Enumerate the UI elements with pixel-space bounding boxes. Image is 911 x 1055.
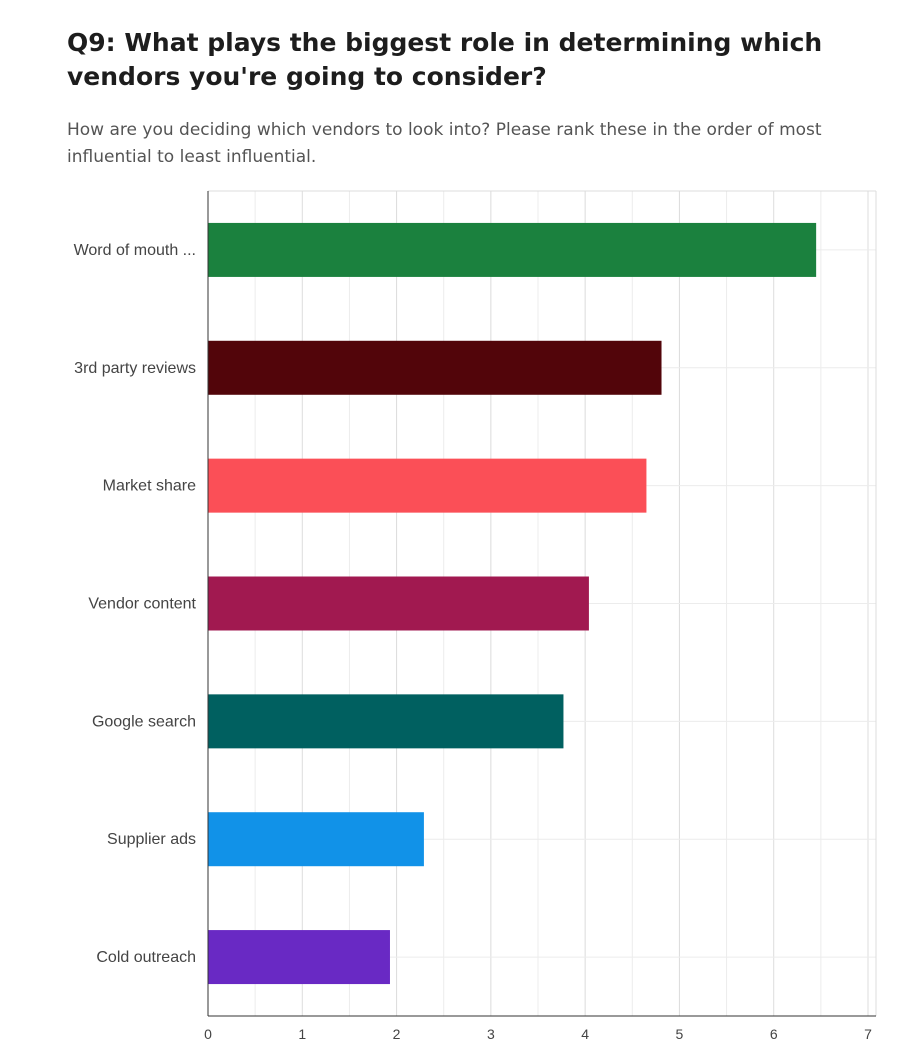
x-tick-label: 0 bbox=[204, 1026, 212, 1042]
question-title: Q9: What plays the biggest role in deter… bbox=[67, 28, 823, 91]
bar-0[interactable] bbox=[208, 222, 817, 277]
category-label: Google search bbox=[92, 713, 196, 730]
x-tick-label: 3 bbox=[487, 1026, 495, 1042]
x-tick-label: 7 bbox=[864, 1026, 872, 1042]
bars bbox=[208, 222, 817, 985]
category-label: Vendor content bbox=[88, 596, 196, 613]
category-label: Supplier ads bbox=[107, 831, 196, 848]
axes bbox=[207, 191, 876, 1017]
x-tick-label: 1 bbox=[298, 1026, 306, 1042]
x-tick-label: 2 bbox=[393, 1026, 401, 1042]
tick-labels: 0 1 2 3 4 5 6 7 bbox=[204, 1026, 872, 1042]
bar-1[interactable] bbox=[208, 340, 662, 395]
category-labels: Word of mouth ... 3rd party reviews Market… bbox=[74, 242, 197, 966]
x-tick-label: 5 bbox=[676, 1026, 684, 1042]
bar-4[interactable] bbox=[208, 694, 564, 749]
bar-6[interactable] bbox=[208, 930, 390, 985]
category-label: 3rd party reviews bbox=[74, 360, 196, 377]
category-label: Cold outreach bbox=[96, 949, 196, 966]
bar-3[interactable] bbox=[208, 576, 589, 631]
category-label: Market share bbox=[103, 478, 196, 495]
x-tick-label: 6 bbox=[770, 1026, 778, 1042]
category-label: Word of mouth ... bbox=[74, 242, 196, 259]
bar-2[interactable] bbox=[208, 458, 647, 513]
question-subtitle: How are you deciding which vendors to lo… bbox=[67, 120, 822, 167]
bar-5[interactable] bbox=[208, 812, 424, 867]
x-tick-label: 4 bbox=[581, 1026, 589, 1042]
